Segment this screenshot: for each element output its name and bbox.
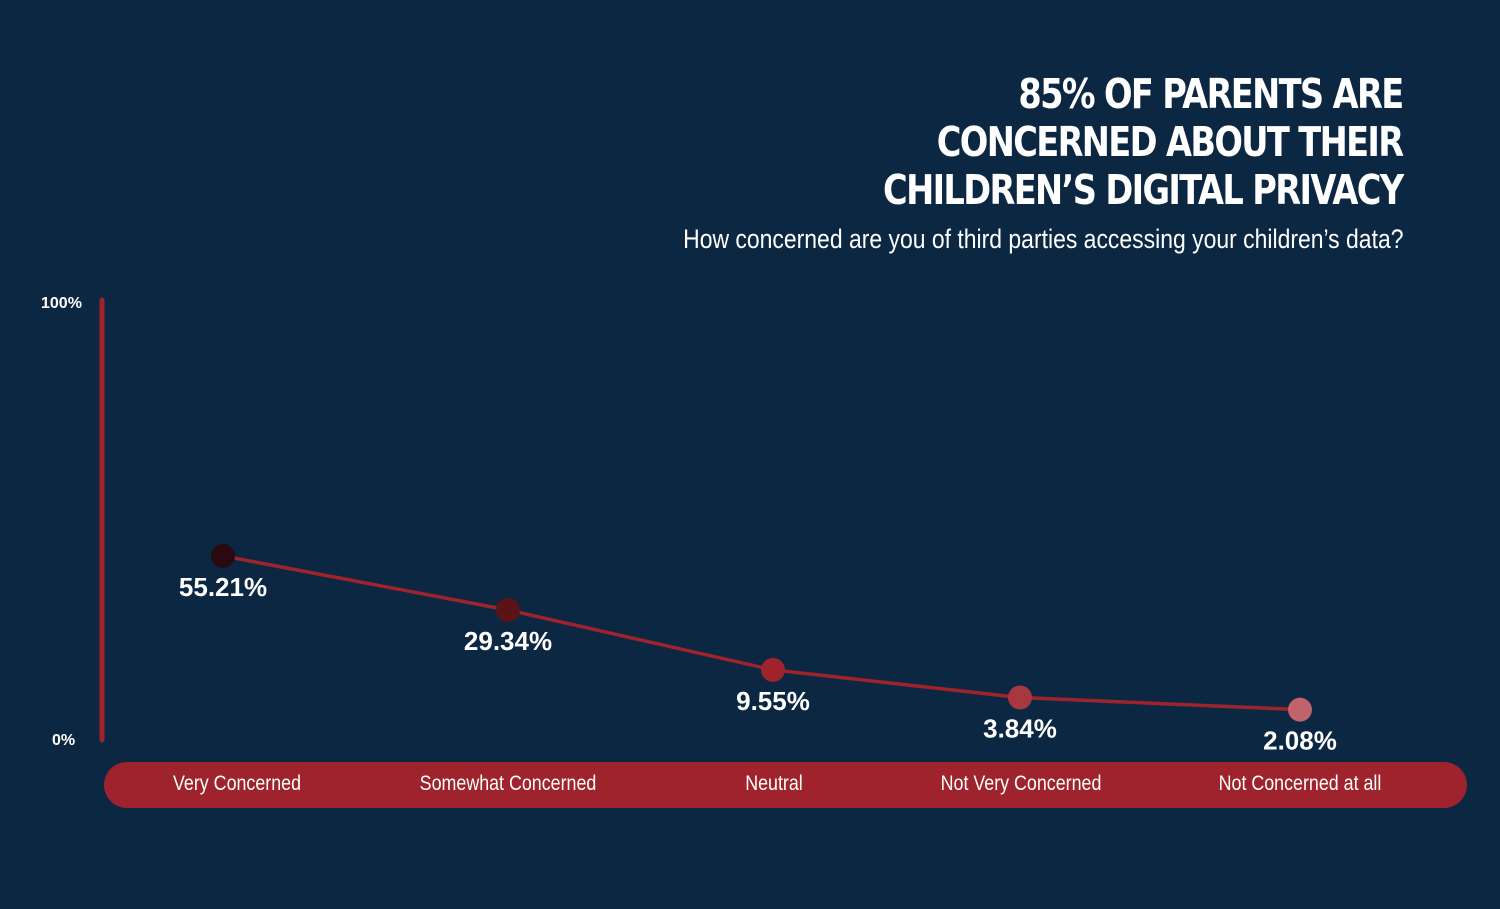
title-line: CONCERNED ABOUT THEIR bbox=[937, 118, 1404, 166]
data-point bbox=[761, 657, 785, 682]
data-label: 9.55% bbox=[736, 686, 810, 716]
x-tick-label: Very Concerned bbox=[172, 772, 302, 795]
title-line: CHILDREN’S DIGITAL PRIVACY bbox=[883, 166, 1405, 214]
data-label: 55.21% bbox=[179, 572, 267, 602]
chart-subtitle: How concerned are you of third parties a… bbox=[682, 224, 1403, 254]
data-label: 29.34% bbox=[464, 626, 552, 656]
chart-title: 85% OF PARENTS ARE CONCERNED ABOUT THEIR… bbox=[883, 70, 1405, 214]
data-point bbox=[1008, 685, 1032, 710]
data-point bbox=[211, 543, 235, 568]
x-tick-label: Somewhat Concerned bbox=[419, 772, 597, 795]
y-tick-label: 100% bbox=[41, 295, 82, 312]
x-tick-label: Not Very Concerned bbox=[940, 772, 1102, 795]
x-tick-label: Not Concerned at all bbox=[1218, 772, 1382, 795]
data-point bbox=[1288, 697, 1312, 722]
title-line: 85% OF PARENTS ARE bbox=[1018, 70, 1405, 118]
data-label: 3.84% bbox=[983, 714, 1057, 744]
data-label: 2.08% bbox=[1263, 726, 1337, 756]
x-axis-band bbox=[104, 762, 1467, 808]
x-tick-label: Neutral bbox=[745, 772, 803, 795]
y-tick-label: 0% bbox=[52, 732, 76, 749]
data-point bbox=[496, 597, 520, 622]
